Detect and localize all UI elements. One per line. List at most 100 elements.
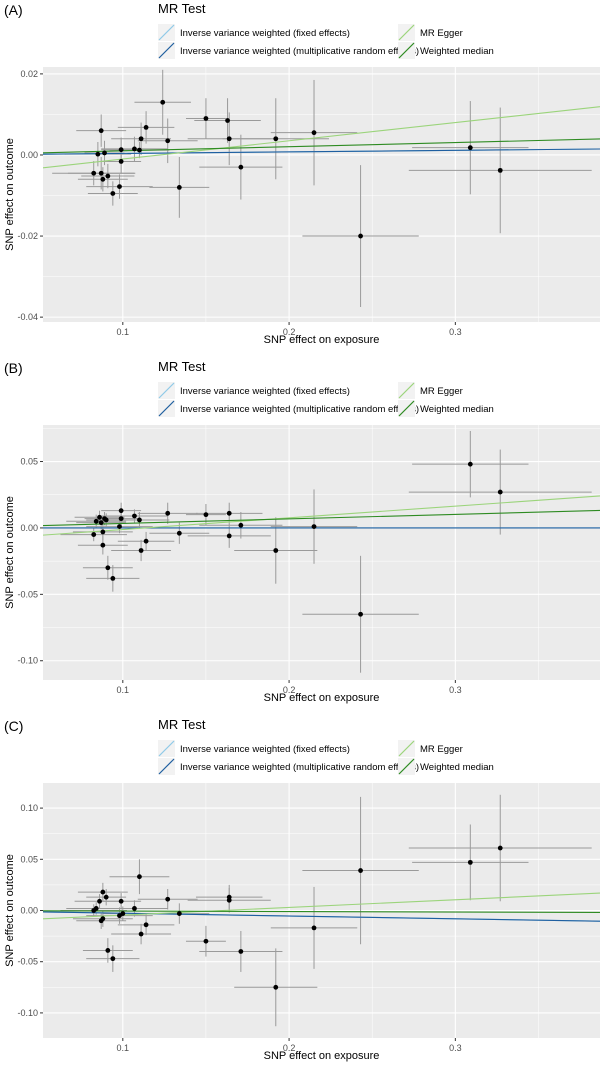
y-tick-label: -0.05 xyxy=(17,589,38,599)
legend-label: Inverse variance weighted (multiplicativ… xyxy=(180,404,419,415)
data-point xyxy=(273,548,279,553)
data-point xyxy=(203,512,209,518)
data-point xyxy=(91,532,97,537)
y-axis-title: SNP effect on outcome xyxy=(4,138,16,251)
y-tick-label: -0.10 xyxy=(17,656,38,666)
chart-panel-b: (B) MR Test Inverse variance weighted (fix… xyxy=(4,359,600,704)
x-tick-label: 0.3 xyxy=(449,327,462,337)
data-point xyxy=(165,138,171,144)
data-point xyxy=(105,565,111,571)
data-point xyxy=(110,191,116,196)
data-point xyxy=(100,889,106,895)
plot-area xyxy=(43,69,600,307)
y-tick-label: -0.02 xyxy=(17,231,38,241)
y-axis-title: SNP effect on outcome xyxy=(4,496,16,609)
legend-label: Inverse variance weighted (multiplicativ… xyxy=(180,46,419,57)
data-point xyxy=(118,516,124,522)
data-point xyxy=(176,530,182,536)
mr-egger-line xyxy=(43,106,600,169)
data-point xyxy=(118,898,124,904)
y-tick-label: 0.00 xyxy=(20,150,38,160)
data-point xyxy=(117,524,122,530)
panel-label: (C) xyxy=(4,718,23,734)
data-point xyxy=(497,489,503,495)
y-tick-label: -0.04 xyxy=(17,312,38,322)
data-point xyxy=(143,922,149,928)
data-point xyxy=(100,529,106,535)
data-point xyxy=(118,508,124,514)
data-point xyxy=(226,510,232,516)
legend-label: MR Egger xyxy=(420,386,463,397)
plot-background xyxy=(43,67,600,322)
data-point xyxy=(143,125,149,130)
legend-line-1 xyxy=(158,740,175,757)
ivw-random-line xyxy=(43,911,600,922)
data-point xyxy=(100,916,106,922)
legend-label: Weighted median xyxy=(420,46,494,57)
data-point xyxy=(467,859,473,865)
chart-panel-c: (C) MR Test Inverse variance weighted (fix… xyxy=(4,717,600,1062)
data-point xyxy=(138,548,144,553)
legend-label: Inverse variance weighted (fixed effects… xyxy=(180,28,350,39)
ivw-random-line xyxy=(43,148,600,155)
x-tick-label: 0.2 xyxy=(283,685,296,695)
legend-line-2 xyxy=(158,758,175,775)
legend-line-3 xyxy=(398,740,415,757)
x-tick-label: 0.2 xyxy=(283,327,296,337)
data-point xyxy=(226,136,232,142)
x-axis-title: SNP effect on exposure xyxy=(264,334,380,346)
mr-egger-line xyxy=(43,495,600,536)
legend: MR Test Inverse variance weighted (fixed … xyxy=(158,717,494,775)
data-point xyxy=(132,513,137,519)
data-point xyxy=(118,159,124,164)
data-point xyxy=(103,517,109,523)
plot-area xyxy=(43,794,600,1027)
data-point xyxy=(311,524,317,530)
data-point xyxy=(110,575,116,581)
legend-label: MR Egger xyxy=(420,28,463,39)
data-point xyxy=(137,517,142,523)
data-point xyxy=(132,906,137,911)
x-tick-label: 0.3 xyxy=(449,1043,462,1053)
data-point xyxy=(100,542,106,548)
data-point xyxy=(138,931,144,937)
x-tick-label: 0.1 xyxy=(117,1043,130,1053)
x-tick-label: 0.3 xyxy=(449,685,462,695)
y-tick-label: 0.05 xyxy=(20,457,38,467)
data-point xyxy=(100,176,106,182)
data-point xyxy=(467,145,473,151)
data-point xyxy=(98,128,104,134)
data-point xyxy=(226,533,232,539)
data-point xyxy=(497,845,503,851)
data-point xyxy=(98,170,104,176)
y-tick-label: 0.00 xyxy=(20,523,38,533)
data-point xyxy=(203,116,209,121)
data-point xyxy=(105,948,111,953)
legend-line-2 xyxy=(158,42,175,59)
legend-line-3 xyxy=(398,24,415,41)
data-point xyxy=(97,898,102,904)
plot-background xyxy=(43,425,600,680)
weighted-median-line xyxy=(43,509,600,527)
y-tick-label: -0.10 xyxy=(17,1008,38,1018)
data-point xyxy=(225,118,230,123)
x-tick-label: 0.2 xyxy=(283,1043,296,1053)
x-axis-title: SNP effect on exposure xyxy=(264,692,380,704)
data-point xyxy=(358,611,363,617)
legend: MR Test Inverse variance weighted (fixed … xyxy=(158,1,494,59)
data-point xyxy=(311,130,317,136)
plot-area xyxy=(43,430,600,673)
data-point xyxy=(238,522,244,528)
x-tick-label: 0.1 xyxy=(117,685,130,695)
legend-label: Inverse variance weighted (multiplicativ… xyxy=(180,762,419,773)
data-point xyxy=(467,461,473,467)
data-point xyxy=(91,170,97,176)
data-point xyxy=(103,894,109,900)
panel-label: (B) xyxy=(4,360,23,376)
data-point xyxy=(311,925,317,931)
data-point xyxy=(95,151,101,157)
legend-line-1 xyxy=(158,24,175,41)
legend-label: Weighted median xyxy=(420,404,494,415)
data-point xyxy=(132,146,137,152)
